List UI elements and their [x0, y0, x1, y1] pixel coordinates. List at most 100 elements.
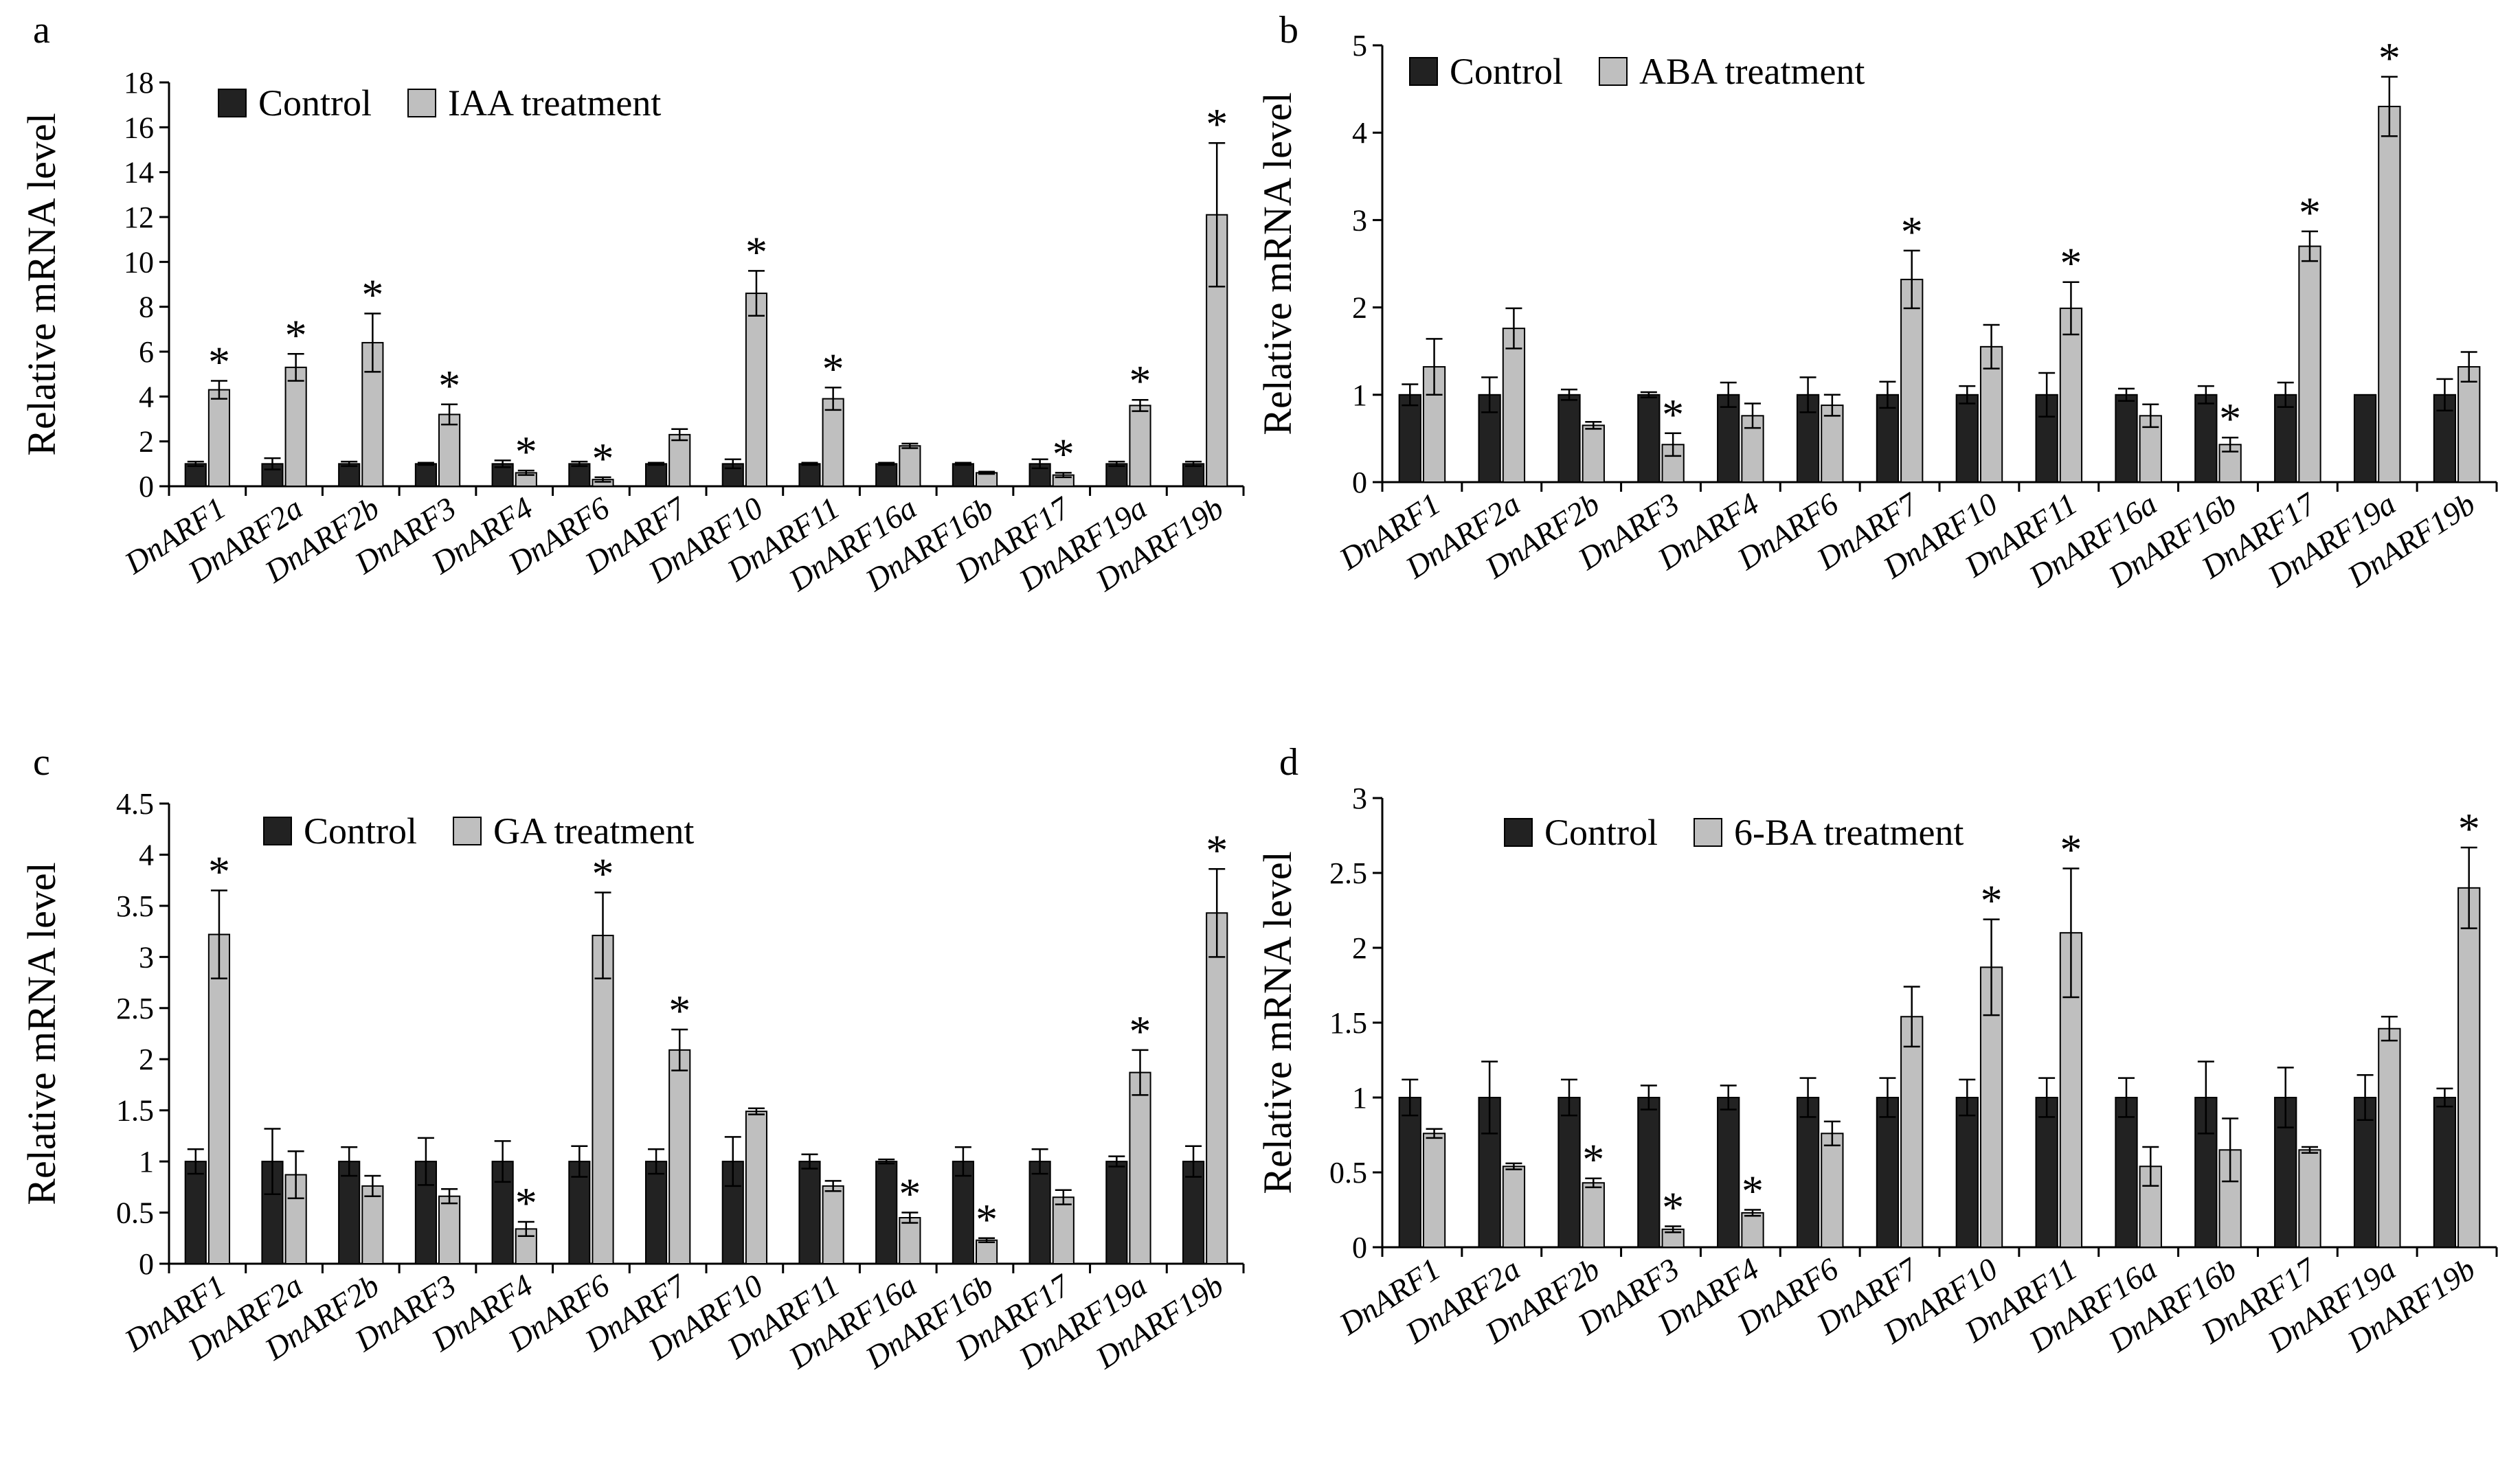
- y-tick-label: 1.5: [1329, 1006, 1367, 1040]
- y-axis-label: Relative mRNA level: [1260, 92, 1300, 435]
- legend-swatch-treatment: [1694, 818, 1722, 847]
- legend-swatch-treatment: [453, 817, 482, 845]
- y-tick-label: 2.5: [1329, 856, 1367, 890]
- y-tick-label: 3: [1352, 203, 1367, 237]
- legend-swatch-control: [1504, 818, 1533, 847]
- bar-control: [414, 463, 438, 487]
- y-tick-label: 2: [139, 425, 154, 459]
- bar-control: [1105, 463, 1128, 487]
- bar-control: [568, 1161, 591, 1264]
- bar-treatment: [745, 1111, 768, 1265]
- bar-control: [338, 463, 361, 487]
- bar-control: [1028, 1161, 1051, 1264]
- y-tick-label: 2: [1352, 291, 1367, 325]
- bar-control: [1105, 1161, 1128, 1264]
- bar-control: [1398, 1097, 1421, 1248]
- bar-treatment: [976, 472, 998, 488]
- legend-label-treatment: ABA treatment: [1639, 51, 1865, 92]
- y-tick-label: 8: [139, 291, 154, 324]
- y-axis-label: Relative mRNA level: [19, 862, 64, 1205]
- bar-treatment: [2457, 366, 2481, 484]
- significance-mark: *: [2219, 394, 2241, 443]
- significance-mark: *: [1662, 1183, 1684, 1231]
- y-tick-label: 5: [1352, 29, 1367, 62]
- bar-treatment: [668, 1049, 691, 1264]
- bar-treatment: [361, 1185, 384, 1264]
- bar-control: [338, 1161, 361, 1264]
- y-tick-label: 3.5: [116, 889, 154, 923]
- bar-control: [1557, 394, 1581, 483]
- y-tick-label: 4.5: [116, 787, 154, 821]
- bar-control: [1955, 1097, 1979, 1248]
- y-tick-label: 2: [139, 1043, 154, 1076]
- bar-control: [184, 1161, 207, 1264]
- y-tick-label: 0: [1352, 466, 1367, 499]
- bar-control: [2115, 394, 2138, 483]
- bar-treatment: [1582, 1182, 1605, 1249]
- y-tick-label: 2: [1352, 931, 1367, 965]
- y-tick-label: 12: [124, 201, 154, 234]
- legend-label-control: Control: [1450, 51, 1563, 92]
- significance-mark: *: [1129, 1007, 1151, 1056]
- legend-label-treatment: IAA treatment: [448, 82, 661, 124]
- bar-treatment: [207, 933, 231, 1264]
- significance-mark: *: [1206, 826, 1228, 874]
- significance-mark: *: [285, 310, 307, 359]
- bar-treatment: [2378, 1027, 2401, 1248]
- significance-mark: *: [2060, 239, 2082, 288]
- significance-mark: *: [2299, 188, 2321, 237]
- bar-control: [1796, 1097, 1820, 1248]
- bar-control: [952, 1161, 975, 1264]
- bar-treatment: [822, 398, 844, 487]
- significance-mark: *: [515, 1179, 537, 1227]
- bar-treatment: [668, 433, 691, 487]
- y-tick-label: 1: [1352, 378, 1367, 412]
- significance-mark: *: [1901, 207, 1923, 256]
- bar-control: [1876, 1097, 1900, 1248]
- bar-control: [1557, 1097, 1581, 1248]
- y-tick-label: 0: [1352, 1231, 1367, 1264]
- bar-control: [2353, 1097, 2377, 1248]
- bar-treatment: [899, 445, 921, 488]
- y-tick-label: 0: [139, 1247, 154, 1281]
- bar-treatment: [976, 1239, 998, 1264]
- bar-treatment: [1900, 1016, 1924, 1248]
- y-tick-label: 3: [139, 940, 154, 974]
- bar-treatment: [1129, 405, 1151, 488]
- bar-control: [952, 463, 975, 487]
- significance-mark: *: [822, 344, 844, 393]
- bar-control: [1717, 1097, 1740, 1248]
- y-tick-label: 3: [1352, 782, 1367, 815]
- y-axis-label: Relative mRNA level: [19, 113, 64, 455]
- bar-control: [644, 463, 668, 487]
- bar-control: [2433, 1097, 2457, 1248]
- significance-mark: *: [668, 986, 690, 1035]
- bar-treatment: [1502, 1166, 1526, 1249]
- y-tick-label: 14: [124, 156, 154, 190]
- bar-control: [644, 1161, 668, 1264]
- significance-mark: *: [976, 1195, 998, 1244]
- bar-control: [568, 463, 591, 487]
- bar-control: [2194, 394, 2218, 483]
- bar-control: [184, 463, 207, 487]
- bar-control: [798, 463, 821, 487]
- bar-control: [1717, 394, 1740, 483]
- bar-control: [875, 463, 898, 487]
- y-tick-label: 2.5: [116, 992, 154, 1025]
- bar-control: [798, 1161, 821, 1264]
- bar-treatment: [2457, 887, 2481, 1249]
- bar-treatment: [438, 1195, 461, 1265]
- bar-treatment: [1821, 1133, 1844, 1248]
- chart-panel-d: d 0 0.5 1 1.5 2 2.5 3 Relative mRNA level DnARF1…: [1260, 739, 2520, 1478]
- bar-control: [2035, 1097, 2058, 1248]
- legend-swatch-control: [263, 817, 292, 845]
- legend-label-treatment: 6-BA treatment: [1734, 812, 1964, 853]
- chart-panel-c: c 0 0.5 1 1.5 2 2.5 3 3.5 4 4.5 Relative mRNA leve…: [0, 739, 1260, 1478]
- y-tick-label: 1: [1352, 1081, 1367, 1115]
- bar-control: [1637, 1097, 1661, 1248]
- significance-mark: *: [1206, 100, 1228, 148]
- legend-label-control: Control: [304, 810, 417, 852]
